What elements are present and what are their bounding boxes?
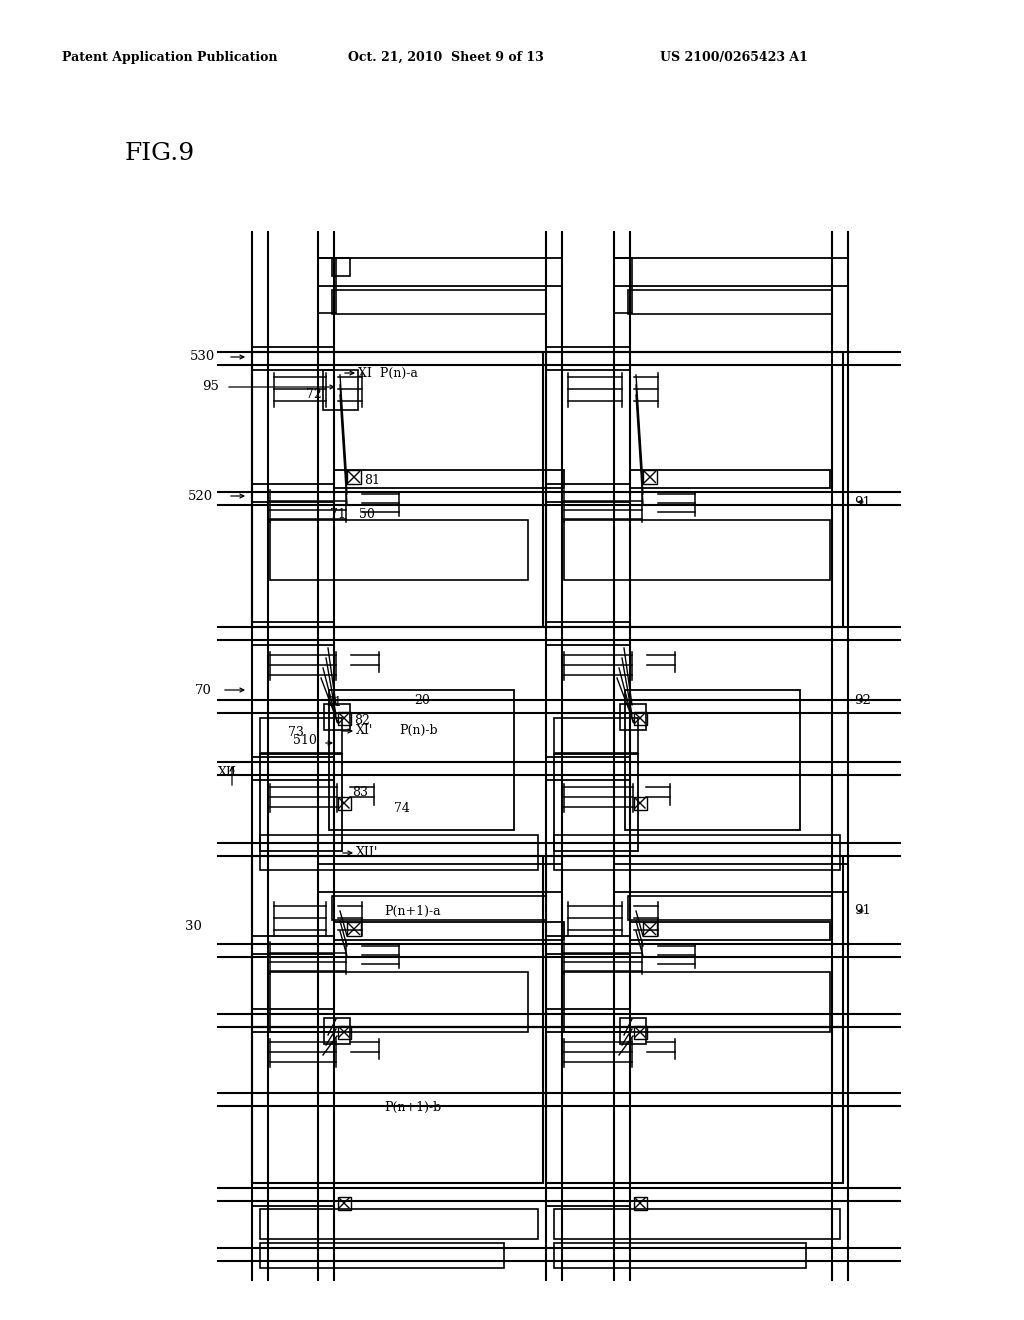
Text: 95: 95: [202, 380, 219, 393]
Bar: [332, 290, 546, 314]
Text: Oct. 21, 2010  Sheet 9 of 13: Oct. 21, 2010 Sheet 9 of 13: [348, 50, 544, 63]
Bar: [260, 1243, 504, 1269]
Bar: [252, 855, 543, 1027]
Bar: [318, 257, 562, 286]
Bar: [546, 1008, 630, 1032]
Text: P(n)-b: P(n)-b: [399, 723, 437, 737]
Text: 72: 72: [306, 388, 322, 401]
Text: XI': XI': [356, 725, 374, 738]
Bar: [643, 921, 657, 936]
Text: 73: 73: [288, 726, 304, 738]
Bar: [546, 756, 630, 780]
Text: 82: 82: [354, 714, 370, 727]
Bar: [564, 972, 830, 1032]
Bar: [252, 936, 334, 954]
Text: 70: 70: [195, 684, 212, 697]
Bar: [329, 690, 514, 830]
Bar: [338, 796, 350, 809]
Bar: [620, 1018, 646, 1044]
Bar: [318, 865, 562, 892]
Text: 50: 50: [359, 507, 375, 520]
Bar: [252, 622, 334, 645]
Bar: [252, 347, 334, 370]
Bar: [270, 972, 528, 1032]
Bar: [554, 754, 638, 851]
Text: 81: 81: [364, 474, 380, 487]
Bar: [546, 855, 843, 1027]
Bar: [338, 711, 350, 725]
Text: 83: 83: [352, 787, 368, 800]
Text: Patent Application Publication: Patent Application Publication: [62, 50, 278, 63]
Bar: [546, 936, 630, 954]
Text: XII': XII': [356, 846, 379, 859]
Bar: [614, 865, 848, 892]
Bar: [620, 704, 646, 730]
Bar: [546, 1183, 630, 1206]
Text: 91: 91: [854, 904, 870, 917]
Bar: [334, 921, 564, 940]
Text: XI  P(n)-a: XI P(n)-a: [358, 367, 418, 380]
Bar: [643, 470, 657, 484]
Bar: [318, 257, 336, 313]
Bar: [324, 704, 350, 730]
Bar: [546, 347, 630, 370]
Bar: [628, 290, 831, 314]
Bar: [634, 796, 646, 809]
Bar: [260, 836, 538, 870]
Bar: [252, 352, 543, 627]
Text: 92: 92: [854, 693, 870, 706]
Bar: [630, 470, 830, 488]
Text: P(n+1)-a: P(n+1)-a: [384, 904, 440, 917]
Text: 510: 510: [293, 734, 316, 747]
Text: XII: XII: [218, 767, 237, 780]
Bar: [630, 921, 830, 940]
Text: 91: 91: [854, 495, 870, 508]
Bar: [634, 1196, 646, 1209]
Bar: [260, 1209, 538, 1239]
Bar: [564, 520, 830, 579]
Bar: [625, 690, 800, 830]
Bar: [546, 352, 843, 627]
Text: FIG.9: FIG.9: [125, 141, 196, 165]
Bar: [554, 1209, 840, 1239]
Bar: [252, 484, 334, 502]
Bar: [260, 718, 342, 752]
Bar: [324, 1018, 350, 1044]
Text: P(n+1)-b: P(n+1)-b: [384, 1101, 441, 1114]
Bar: [634, 711, 646, 725]
Bar: [634, 1026, 646, 1039]
Bar: [554, 1243, 806, 1269]
Bar: [347, 470, 361, 484]
Bar: [628, 896, 831, 920]
Text: 74: 74: [394, 801, 410, 814]
Bar: [347, 921, 361, 936]
Bar: [554, 718, 638, 752]
Text: 520: 520: [188, 490, 213, 503]
Bar: [332, 896, 546, 920]
Bar: [554, 836, 840, 870]
Text: 530: 530: [190, 351, 215, 363]
Bar: [260, 754, 342, 851]
Bar: [323, 370, 358, 411]
Bar: [614, 257, 632, 313]
Bar: [252, 1027, 543, 1183]
Bar: [252, 1008, 334, 1032]
Bar: [338, 1026, 350, 1039]
Text: 20: 20: [414, 693, 430, 706]
Bar: [546, 622, 630, 645]
Bar: [338, 1196, 350, 1209]
Bar: [546, 484, 630, 502]
Text: 30: 30: [185, 920, 202, 932]
Bar: [252, 756, 334, 780]
Text: 21: 21: [326, 697, 342, 710]
Bar: [270, 520, 528, 579]
Bar: [252, 1183, 334, 1206]
Bar: [546, 1027, 843, 1183]
Bar: [614, 257, 848, 286]
Bar: [332, 257, 350, 276]
Text: 71: 71: [330, 507, 346, 520]
Text: US 2100/0265423 A1: US 2100/0265423 A1: [660, 50, 808, 63]
Bar: [334, 470, 564, 488]
